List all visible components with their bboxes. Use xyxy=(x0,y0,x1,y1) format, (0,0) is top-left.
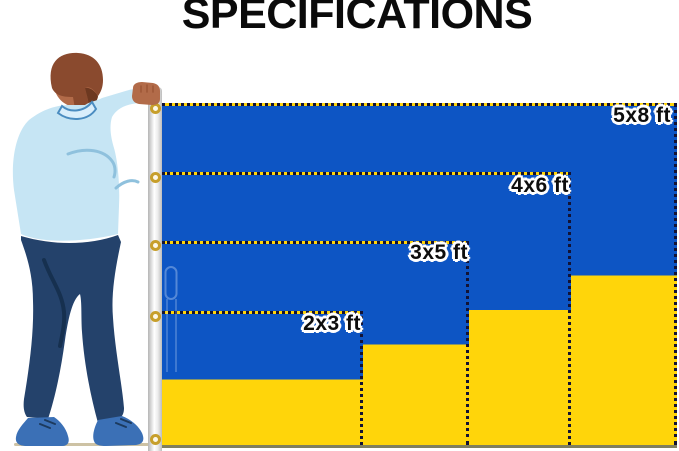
ground-shadow-line xyxy=(14,443,162,446)
grommet-icon xyxy=(150,172,161,183)
flag-rect-2x3 xyxy=(162,311,363,445)
sleeve-cuff xyxy=(114,179,140,190)
grommet-icon xyxy=(150,434,161,445)
person-illustration xyxy=(12,52,160,446)
flag-sleeve-watermark xyxy=(164,266,178,372)
shoe-laces xyxy=(39,418,132,429)
grommet-icon xyxy=(150,311,161,322)
hand-knuckles xyxy=(140,84,154,93)
size-label-4x6: 4x6 ft xyxy=(511,174,569,197)
pants xyxy=(21,235,124,423)
size-label-2x3: 2x3 ft xyxy=(303,312,361,335)
right-shoe xyxy=(93,416,144,446)
grommet-icon xyxy=(150,240,161,251)
hair xyxy=(50,52,103,112)
hand xyxy=(132,82,160,105)
size-label-5x8: 5x8 ft xyxy=(613,104,671,127)
shirt xyxy=(12,89,140,241)
flag-bottom-shadow xyxy=(162,445,677,448)
page-title: SPECIFICATIONS xyxy=(181,0,533,38)
pants-crease xyxy=(42,258,67,348)
size-label-3x5: 3x5 ft xyxy=(410,241,468,264)
hair-shade xyxy=(85,87,98,109)
left-shoe xyxy=(15,417,69,446)
collar xyxy=(56,100,98,120)
sleeve-fold xyxy=(66,148,117,179)
